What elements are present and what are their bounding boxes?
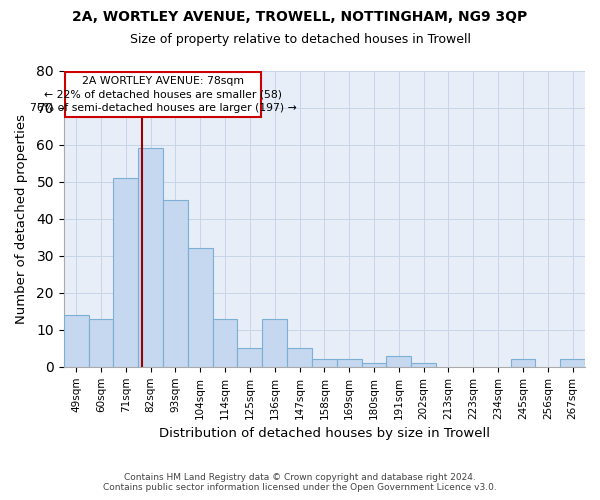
Bar <box>362 363 386 367</box>
Bar <box>188 248 212 367</box>
Bar <box>337 360 362 367</box>
Bar <box>212 318 238 367</box>
Bar <box>560 360 585 367</box>
Bar <box>89 318 113 367</box>
Bar <box>113 178 138 367</box>
Text: Size of property relative to detached houses in Trowell: Size of property relative to detached ho… <box>130 32 470 46</box>
Text: Contains HM Land Registry data © Crown copyright and database right 2024.
Contai: Contains HM Land Registry data © Crown c… <box>103 473 497 492</box>
Bar <box>65 72 261 117</box>
Y-axis label: Number of detached properties: Number of detached properties <box>15 114 28 324</box>
Bar <box>287 348 312 367</box>
Bar <box>163 200 188 367</box>
Bar <box>511 360 535 367</box>
Bar <box>262 318 287 367</box>
Text: 2A WORTLEY AVENUE: 78sqm
← 22% of detached houses are smaller (58)
76% of semi-d: 2A WORTLEY AVENUE: 78sqm ← 22% of detach… <box>29 76 296 113</box>
Bar <box>411 363 436 367</box>
Bar <box>138 148 163 367</box>
X-axis label: Distribution of detached houses by size in Trowell: Distribution of detached houses by size … <box>159 427 490 440</box>
Text: 2A, WORTLEY AVENUE, TROWELL, NOTTINGHAM, NG9 3QP: 2A, WORTLEY AVENUE, TROWELL, NOTTINGHAM,… <box>73 10 527 24</box>
Bar <box>64 315 89 367</box>
Bar <box>386 356 411 367</box>
Bar <box>312 360 337 367</box>
Bar <box>238 348 262 367</box>
